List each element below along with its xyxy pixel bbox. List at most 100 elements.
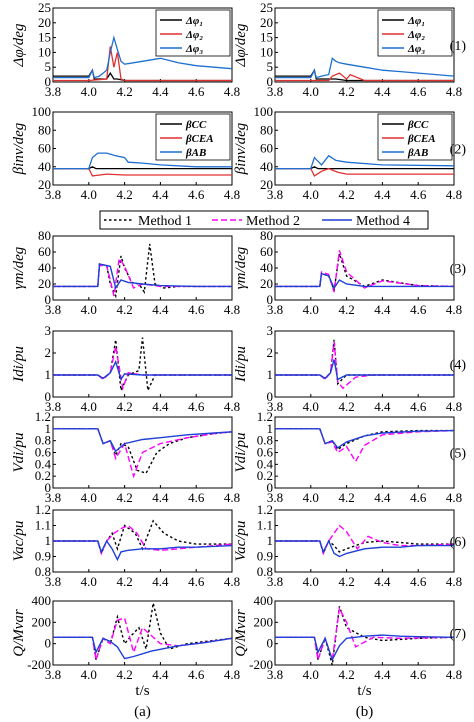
y-tick-label: 80 [38, 122, 51, 137]
y-tick-label: 1.2 [35, 502, 51, 517]
y-axis-label: Vdi/pu [233, 433, 249, 473]
y-tick-label: 15 [260, 30, 273, 45]
x-tick-label: 3.8 [267, 490, 283, 505]
y-tick-label: 60 [38, 244, 51, 259]
panel-row6-b [274, 509, 455, 573]
y-tick-label: 60 [260, 141, 273, 156]
x-tick-label: 4.2 [116, 187, 132, 202]
plot-frame [274, 330, 455, 398]
x-tick-label: 4.8 [446, 667, 462, 682]
legend-label: βAB [407, 147, 428, 159]
series-line-Method-4 [275, 359, 454, 381]
y-tick-label: 3 [267, 323, 274, 338]
series-line-Method-2 [53, 428, 232, 479]
legend-label: Δφ₂ [407, 29, 425, 41]
y-tick-label: 0.6 [35, 445, 52, 460]
x-tick-label: 4.4 [152, 574, 169, 589]
x-tick-label: 3.8 [267, 84, 283, 99]
series-line-Method-1 [53, 243, 232, 299]
x-tick-label: 4.0 [303, 84, 319, 99]
series-line-Method-4 [53, 539, 232, 562]
x-tick-label: 4.2 [338, 187, 354, 202]
y-tick-label: 100 [254, 104, 274, 119]
y-tick-label: 1.1 [257, 518, 273, 533]
y-tick-label: 40 [38, 159, 51, 174]
x-tick-label: 4.2 [338, 302, 354, 317]
series-line-βAB [275, 154, 454, 170]
x-tick-label: 4.0 [81, 667, 97, 682]
series-line-Δφ₂ [275, 72, 454, 82]
y-tick-label: 0.8 [257, 564, 273, 579]
x-tick-label: 3.8 [45, 490, 61, 505]
y-axis-label: Vac/pu [233, 521, 249, 562]
x-tick-label: 4.8 [224, 187, 240, 202]
x-tick-label: 4.4 [152, 399, 169, 414]
series-line-Δφ₁ [53, 68, 232, 82]
plot-frame [274, 600, 455, 666]
y-tick-label: 0 [45, 636, 52, 651]
series-line-βCEA [275, 167, 454, 177]
panel-row7-a [52, 600, 233, 666]
series-line-Method-1 [53, 519, 232, 556]
y-tick-label: 1.2 [257, 502, 273, 517]
x-tick-label: 4.6 [188, 667, 205, 682]
y-axis-label: Q/Mvar [233, 609, 249, 657]
series-line-Δφ₂ [53, 46, 232, 82]
y-tick-label: 1 [267, 421, 274, 436]
y-tick-label: 0 [267, 389, 274, 404]
x-tick-label: 3.8 [45, 302, 61, 317]
series-line-Method-1 [53, 337, 232, 394]
y-axis-label: γm/deg [233, 246, 249, 289]
y-axis-label: Idi/pu [11, 346, 27, 383]
x-tick-label: 4.2 [116, 490, 132, 505]
x-tick-label: 4.8 [446, 302, 462, 317]
series-line-Method-2 [275, 606, 454, 660]
y-tick-label: 1 [267, 367, 274, 382]
row-label: (7) [450, 627, 467, 642]
series-line-Method-1 [275, 339, 454, 386]
x-tick-label: 4.2 [338, 399, 354, 414]
plot-frame [52, 7, 233, 83]
y-tick-label: 40 [260, 260, 273, 275]
series-line-Method-4 [53, 428, 232, 453]
x-tick-label: 4.8 [224, 399, 240, 414]
panel-row6-a [52, 509, 233, 573]
y-tick-label: 0.8 [257, 433, 273, 448]
y-tick-label: 20 [260, 177, 273, 192]
y-axis-label: Vdi/pu [11, 433, 27, 473]
x-tick-label: 4.6 [188, 187, 205, 202]
series-line-Method-2 [275, 341, 454, 390]
x-tick-label: 4.4 [374, 302, 391, 317]
x-tick-label: 4.0 [81, 490, 97, 505]
series-line-Method-2 [53, 346, 232, 391]
x-tick-label: 4.0 [81, 84, 97, 99]
x-tick-label: 3.8 [267, 574, 283, 589]
y-tick-label: 0 [45, 480, 52, 495]
row-label: (5) [450, 447, 467, 462]
x-tick-label: 4.4 [152, 84, 169, 99]
series-line-Method-4 [275, 428, 454, 449]
x-tick-label: 3.8 [45, 667, 61, 682]
x-tick-label: 4.0 [303, 490, 319, 505]
x-tick-label: 4.2 [116, 574, 132, 589]
x-tick-label: 4.0 [303, 667, 319, 682]
y-tick-label: 5 [267, 59, 274, 74]
panel-row3-a [52, 235, 233, 301]
series-line-Method-4 [53, 636, 232, 660]
x-tick-label: 4.2 [116, 667, 132, 682]
y-axis-label: Δφ/deg [11, 23, 27, 67]
plot-frame [274, 235, 455, 301]
series-line-Method-4 [275, 634, 454, 662]
legend-label: Δφ₃ [185, 43, 203, 55]
y-tick-label: 1.1 [35, 518, 51, 533]
x-tick-label: 3.8 [267, 667, 283, 682]
x-tick-label: 4.4 [152, 302, 169, 317]
y-tick-label: 100 [32, 104, 52, 119]
x-tick-label: 4.8 [446, 84, 462, 99]
row-label: (2) [450, 143, 467, 158]
y-tick-label: 0 [267, 292, 274, 307]
y-tick-label: 10 [38, 44, 51, 59]
panel-row3-b [274, 235, 455, 301]
row-label: (6) [450, 535, 467, 550]
x-tick-label: 4.6 [188, 302, 205, 317]
